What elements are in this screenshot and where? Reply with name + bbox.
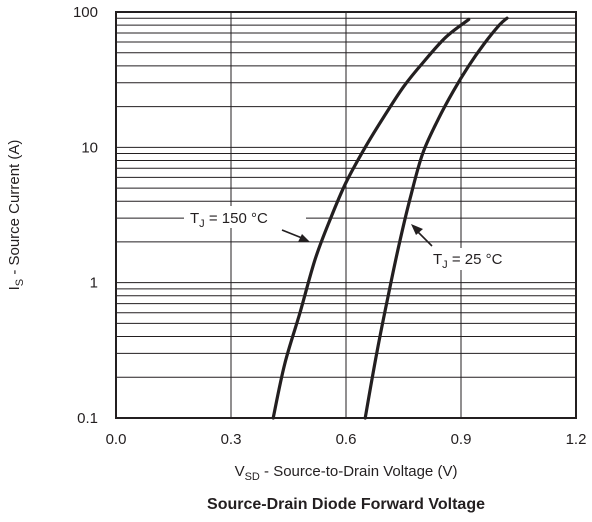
y-tick-label: 1 — [90, 275, 98, 292]
y-tick-labels: 0.1 1 10 100 — [73, 4, 98, 427]
x-tick-label: 0.0 — [106, 431, 127, 448]
annotation-tj25-arrowhead — [411, 224, 423, 235]
x-tick-label: 0.3 — [221, 431, 242, 448]
x-axis-label: VSD - Source-to-Drain Voltage (V) — [235, 463, 458, 483]
x-tick-labels: 0.0 0.3 0.6 0.9 1.2 — [106, 431, 587, 448]
x-tick-label: 1.2 — [566, 431, 587, 448]
annotation-tj25: TJ = 25 °C — [411, 224, 532, 271]
y-axis-label: IS - Source Current (A) — [6, 140, 26, 291]
x-tick-label: 0.9 — [451, 431, 472, 448]
y-tick-label: 10 — [81, 139, 98, 156]
annotation-tj25-arrow — [417, 231, 432, 246]
chart-title: Source-Drain Diode Forward Voltage — [207, 496, 485, 513]
x-tick-label: 0.6 — [336, 431, 357, 448]
annotation-tj150: TJ = 150 °C — [184, 206, 310, 242]
annotation-tj150-arrow — [282, 230, 302, 238]
y-tick-label: 100 — [73, 4, 98, 21]
annotation-tj150-arrowhead — [298, 234, 310, 242]
y-tick-label: 0.1 — [77, 410, 98, 427]
